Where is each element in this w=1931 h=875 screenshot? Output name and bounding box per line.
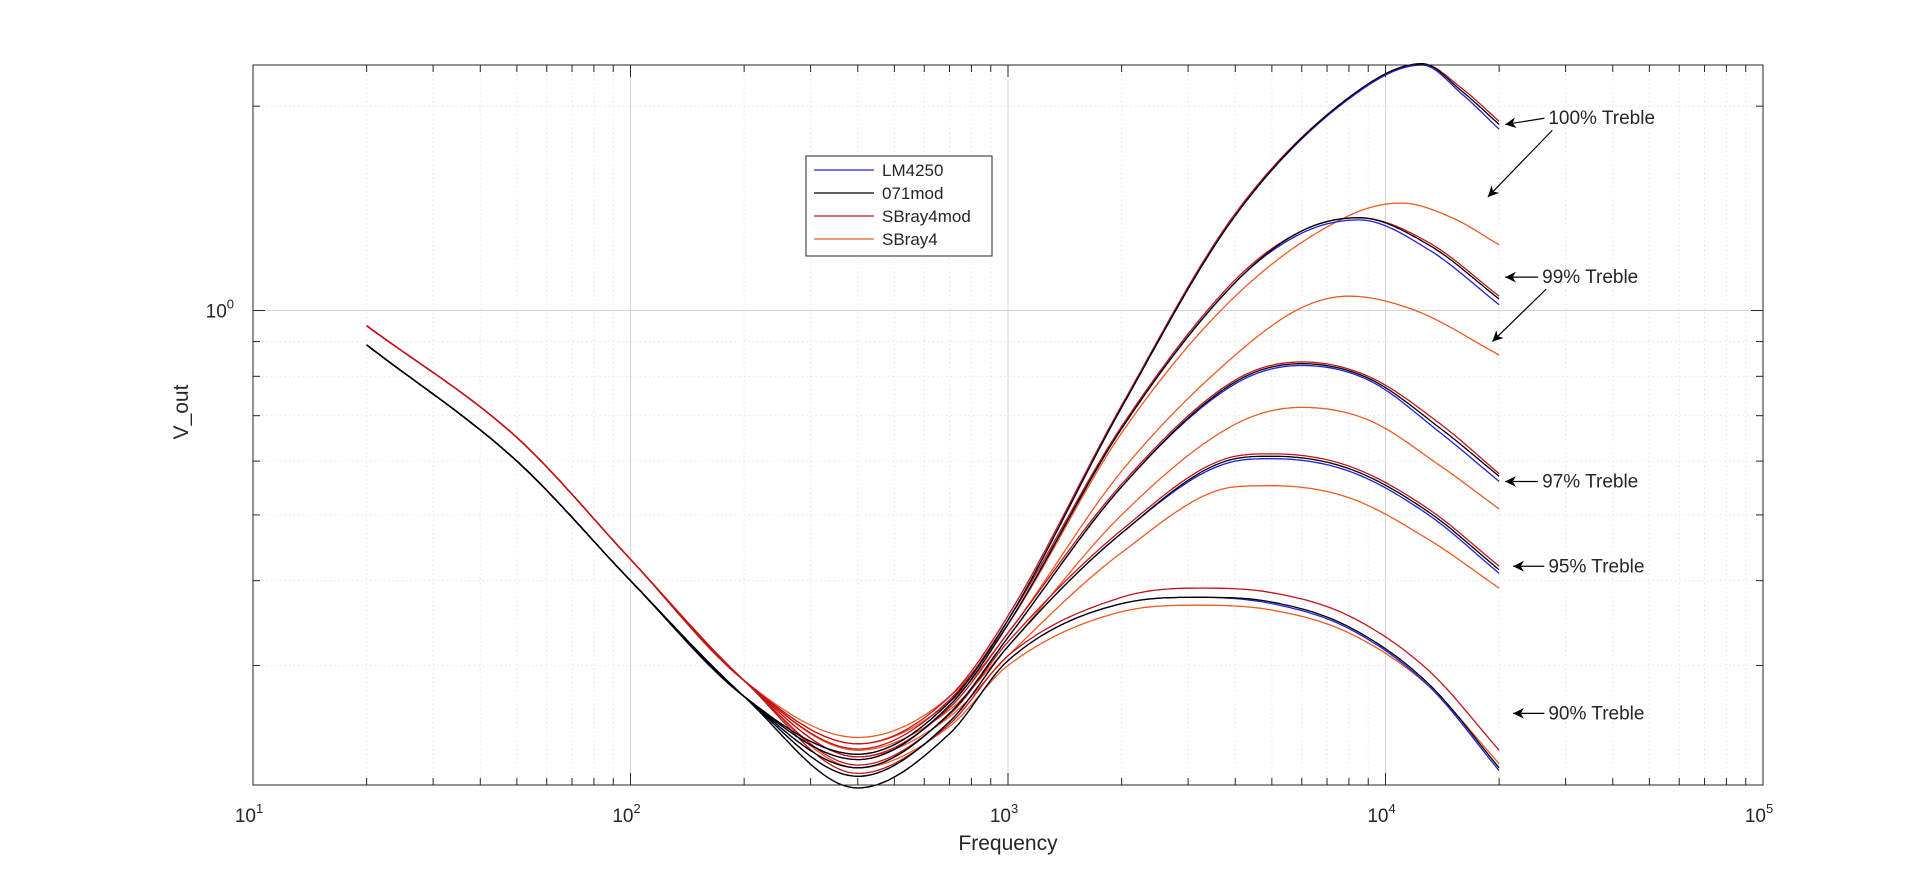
series-line-sbray4mod — [366, 325, 1500, 775]
legend-label: SBray4mod — [882, 207, 971, 226]
annotation-arrow — [1487, 129, 1553, 198]
legend: LM4250 071mod SBray4mod SBray4 — [805, 155, 993, 257]
annotation-label: 99% Treble — [1542, 267, 1638, 288]
annotation-label: 97% Treble — [1542, 471, 1638, 492]
x-tick-label: 101 — [235, 801, 263, 827]
x-axis-label: Frequency — [958, 832, 1058, 855]
curves — [366, 63, 1500, 789]
annotation-arrow — [1505, 117, 1545, 129]
annotation-label: 95% Treble — [1548, 556, 1644, 577]
grid — [253, 65, 1763, 785]
legend-label: SBray4 — [882, 230, 938, 249]
annotation-label: 90% Treble — [1548, 703, 1644, 724]
annotation-arrow — [1491, 288, 1547, 343]
series-line-071mod — [366, 344, 1500, 789]
legend-label: LM4250 — [882, 161, 943, 180]
legend-label: 071mod — [882, 184, 943, 203]
y-axis-label: V_out — [170, 384, 193, 439]
annotation-label: 100% Treble — [1548, 108, 1655, 129]
x-tick-label: 102 — [612, 801, 640, 827]
ticks — [252, 65, 1764, 786]
annotations: 100% Treble 99% Treble 97% Treble 95% Trebl… — [1487, 108, 1655, 724]
x-tick-label: 104 — [1367, 801, 1395, 827]
y-tick-label: 100 — [206, 297, 234, 323]
x-tick-label: 105 — [1745, 801, 1773, 827]
x-tick-label: 103 — [990, 801, 1018, 827]
tick-labels: 101 102 103 104 105 100 — [206, 297, 1774, 827]
